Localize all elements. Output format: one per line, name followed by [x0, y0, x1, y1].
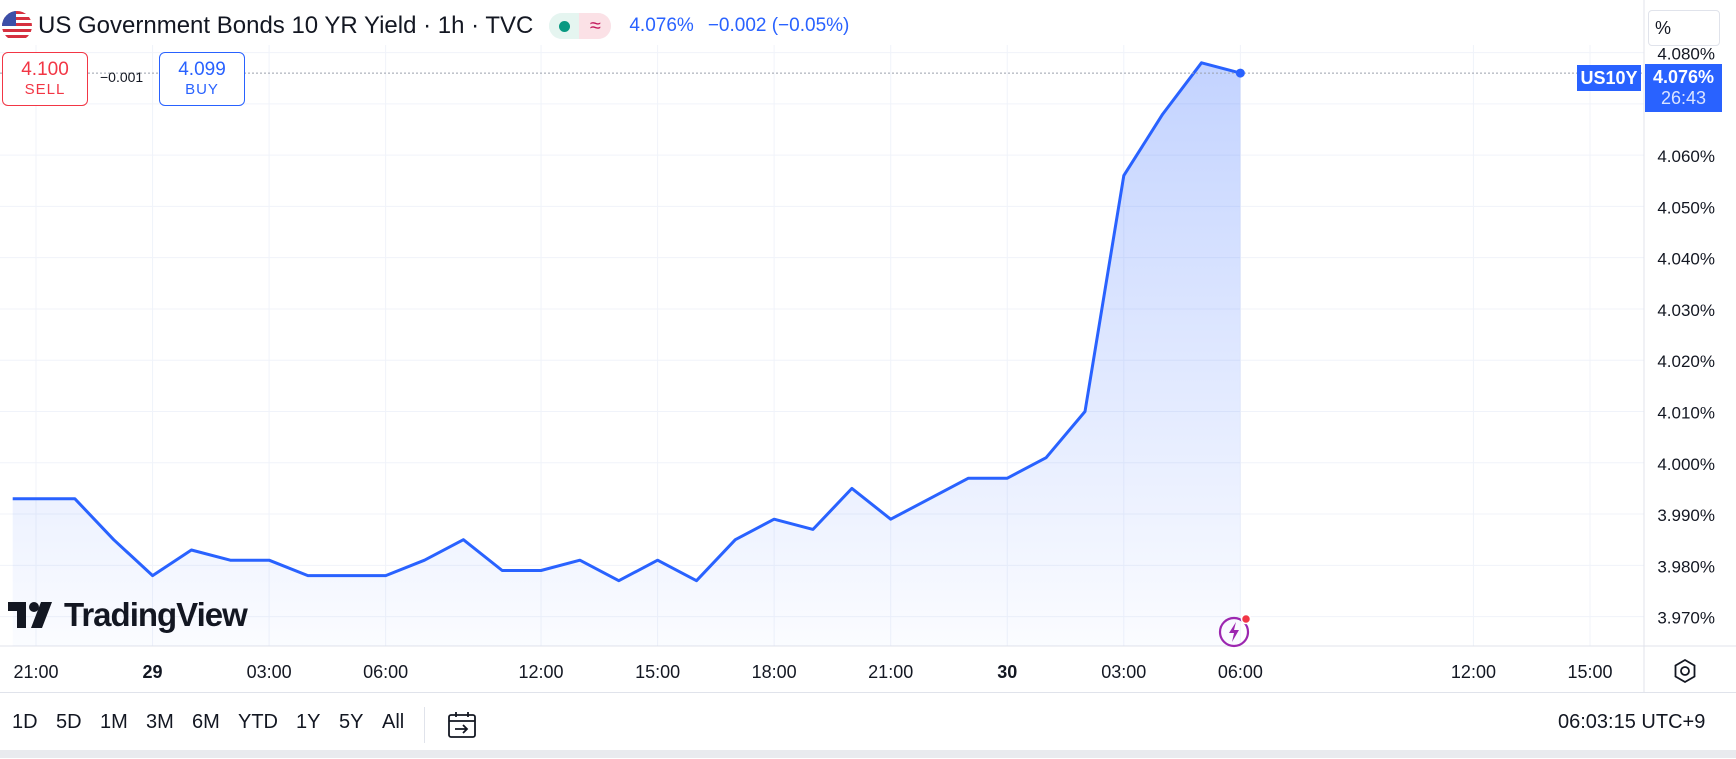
- range-5y[interactable]: 5Y: [339, 711, 364, 733]
- buy-label: BUY: [185, 81, 219, 98]
- price-axis-label: 4.076% 26:43: [1645, 64, 1722, 112]
- y-tick-label: 4.030%: [1657, 301, 1715, 320]
- time-axis: 21:00 29 03:00 06:00 12:00 15:00 18:00 21:00 30 0…: [13, 662, 1612, 682]
- market-open-dot-icon[interactable]: [549, 13, 580, 39]
- x-tick-label: 30: [997, 662, 1017, 682]
- range-ytd[interactable]: YTD: [238, 711, 278, 733]
- symbol-axis-label: US10Y: [1577, 65, 1641, 91]
- market-status[interactable]: ≈: [549, 13, 612, 39]
- x-tick-label: 03:00: [1101, 662, 1146, 682]
- x-tick-label: 06:00: [1218, 662, 1263, 682]
- y-tick-label: 4.050%: [1657, 198, 1715, 217]
- y-tick-label: 3.970%: [1657, 609, 1715, 628]
- x-tick-label: 29: [143, 662, 163, 682]
- sell-price: 4.100: [21, 59, 69, 80]
- range-5d[interactable]: 5D: [56, 711, 82, 733]
- go-to-date-icon[interactable]: [446, 709, 478, 746]
- x-tick-label: 06:00: [363, 662, 408, 682]
- last-price-value: 4.076%: [629, 15, 694, 36]
- symbol-title[interactable]: US Government Bonds 10 YR Yield · 1h · T…: [38, 12, 534, 39]
- sell-button[interactable]: 4.100 SELL: [2, 52, 88, 106]
- symbol-header: US Government Bonds 10 YR Yield · 1h · T…: [0, 6, 849, 46]
- axis-last-price: 4.076%: [1652, 67, 1715, 87]
- x-tick-label: 18:00: [752, 662, 797, 682]
- range-1m[interactable]: 1M: [100, 711, 128, 733]
- y-tick-label: 4.060%: [1657, 147, 1715, 166]
- buy-button[interactable]: 4.099 BUY: [159, 52, 245, 106]
- sell-label: SELL: [24, 81, 66, 98]
- x-tick-label: 12:00: [1451, 662, 1496, 682]
- price-chart[interactable]: 3.970% 3.980% 3.990% 4.000% 4.010% 4.020% 4.03…: [0, 0, 1736, 692]
- y-tick-label: 4.000%: [1657, 455, 1715, 474]
- buy-price: 4.099: [178, 59, 226, 80]
- series-area: [12, 62, 1241, 647]
- clock-timezone[interactable]: 06:03:15 UTC+9: [1558, 711, 1706, 733]
- range-all[interactable]: All: [382, 711, 405, 733]
- us-flag-icon: [2, 11, 32, 41]
- scale-unit-button[interactable]: %: [1648, 10, 1720, 46]
- settings-gear-icon[interactable]: [1672, 658, 1698, 689]
- y-tick-label: 3.980%: [1657, 557, 1715, 576]
- spread-value: −0.001: [100, 69, 144, 85]
- last-price-marker: [1235, 68, 1245, 78]
- range-3m[interactable]: 3M: [146, 711, 174, 733]
- delayed-data-icon[interactable]: ≈: [579, 13, 612, 39]
- lightning-icon[interactable]: [1218, 612, 1254, 653]
- bottom-toolbar: 1D 5D 1M 3M 6M YTD 1Y 5Y All 06:03:15 UT…: [0, 692, 1736, 759]
- x-tick-label: 15:00: [635, 662, 680, 682]
- y-tick-label: 4.040%: [1657, 250, 1715, 269]
- toolbar-divider: [424, 707, 425, 743]
- footer-strip: [0, 750, 1736, 758]
- range-1d[interactable]: 1D: [12, 711, 38, 733]
- x-tick-label: 21:00: [868, 662, 913, 682]
- x-tick-label: 21:00: [13, 662, 58, 682]
- tradingview-logo-icon: [8, 602, 52, 628]
- y-tick-label: 4.010%: [1657, 404, 1715, 423]
- y-tick-label: 3.990%: [1657, 506, 1715, 525]
- tradingview-logo[interactable]: TradingView: [8, 596, 248, 634]
- x-tick-label: 03:00: [247, 662, 292, 682]
- x-tick-label: 15:00: [1567, 662, 1612, 682]
- range-1y[interactable]: 1Y: [296, 711, 321, 733]
- series-line: [12, 61, 1241, 583]
- y-tick-label: 4.080%: [1657, 45, 1715, 64]
- bar-countdown: 26:43: [1660, 88, 1707, 108]
- range-6m[interactable]: 6M: [192, 711, 220, 733]
- price-axis: 3.970% 3.980% 3.990% 4.000% 4.010% 4.020% 4.03…: [1657, 45, 1715, 628]
- x-tick-label: 12:00: [519, 662, 564, 682]
- y-tick-label: 4.020%: [1657, 352, 1715, 371]
- price-change-value: −0.002 (−0.05%): [707, 15, 850, 36]
- logo-text: TradingView: [64, 596, 248, 633]
